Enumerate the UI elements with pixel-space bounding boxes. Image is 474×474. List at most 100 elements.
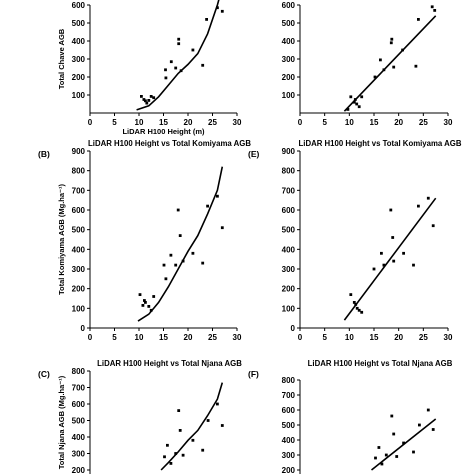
data-point <box>191 48 195 52</box>
x-tick-label: 10 <box>345 118 354 127</box>
y-tick-label: 400 <box>72 433 86 442</box>
data-point <box>390 414 394 418</box>
y-tick-label: 100 <box>282 304 296 313</box>
data-point <box>389 208 393 212</box>
data-point <box>380 462 384 466</box>
data-point <box>174 452 178 455</box>
data-point <box>144 301 147 304</box>
y-tick-label: 400 <box>282 245 296 254</box>
data-point <box>141 304 145 307</box>
data-point <box>147 99 151 102</box>
data-point <box>164 76 168 80</box>
panel-b-komiyama-power: 0 100 200 300 400 500 600 700 800 900 0 5 10 15 20 25 30… <box>38 139 251 342</box>
data-point <box>201 63 205 67</box>
data-point <box>412 450 415 454</box>
data-point <box>177 37 181 41</box>
y-tick-label: 500 <box>282 19 296 28</box>
data-point <box>417 204 420 208</box>
x-tick-label: 0 <box>88 333 93 342</box>
y-tick-label: 800 <box>282 167 296 176</box>
y-tick-label: 600 <box>282 406 296 415</box>
data-point <box>402 441 405 445</box>
data-point <box>431 224 435 228</box>
data-point <box>426 196 430 200</box>
chart-title: LiDAR H100 Height vs Total Njana AGB <box>308 359 453 368</box>
y-tick-label: 600 <box>72 1 86 10</box>
linear-fit-line <box>343 15 437 112</box>
data-point <box>380 251 383 255</box>
data-point <box>379 58 382 62</box>
x-tick-label: 30 <box>233 118 242 127</box>
data-point <box>433 9 437 12</box>
y-tick-label: 600 <box>282 1 296 10</box>
data-point <box>144 99 147 103</box>
y-tick-label: 100 <box>72 91 86 100</box>
x-tick-label: 15 <box>370 333 379 342</box>
x-tick-label: 10 <box>135 118 144 127</box>
data-point <box>426 408 430 412</box>
panel-label: (E) <box>248 149 260 159</box>
data-point <box>220 424 224 427</box>
data-point <box>354 303 358 306</box>
data-point <box>418 423 421 427</box>
y-tick-label: 600 <box>282 206 296 215</box>
y-tick-label: 500 <box>282 226 296 235</box>
data-point <box>373 75 377 79</box>
y-tick-label: 800 <box>282 376 296 385</box>
data-point <box>176 208 180 212</box>
data-point <box>392 65 396 69</box>
data-point <box>430 5 434 9</box>
x-tick-label: 20 <box>394 118 403 127</box>
data-point <box>357 105 361 109</box>
panel-e-komiyama-linear: 0 100 200 300 400 500 600 700 800 900 0 5 10 15 20 25 30… <box>248 139 462 342</box>
data-point <box>395 455 399 458</box>
data-point <box>382 263 386 267</box>
y-tick-label: 200 <box>72 466 86 474</box>
data-point <box>201 261 205 265</box>
y-tick-label: 600 <box>72 206 86 215</box>
chart-title: LiDAR H100 Height vs Total Komiyama AGB <box>299 139 462 148</box>
data-point <box>163 455 166 459</box>
data-point <box>392 432 396 436</box>
y-tick-label: 400 <box>72 245 86 254</box>
data-point <box>140 95 143 98</box>
data-point <box>384 453 388 457</box>
y-tick-label: 300 <box>72 265 86 274</box>
data-point <box>142 98 146 101</box>
data-point <box>412 263 415 267</box>
data-point <box>164 277 168 281</box>
x-tick-label: 5 <box>322 118 327 127</box>
data-point <box>174 66 178 70</box>
x-tick-label: 25 <box>419 118 428 127</box>
panel-label: (C) <box>38 369 50 379</box>
data-point <box>382 68 386 72</box>
y-tick-label: 600 <box>72 400 86 409</box>
y-tick-label: 200 <box>72 73 86 82</box>
data-point <box>389 41 393 45</box>
data-point <box>174 263 178 267</box>
data-point <box>431 428 435 431</box>
data-point <box>220 9 224 13</box>
x-tick-label: 0 <box>298 118 303 127</box>
y-tick-label: 900 <box>282 147 296 156</box>
data-point <box>349 95 353 99</box>
y-tick-label: 300 <box>282 451 296 460</box>
panel-d-chave-linear: 100 200 300 400 500 600 0 5 10 15 20 25 30 <box>282 1 453 127</box>
y-tick-label: 900 <box>72 147 86 156</box>
data-point <box>191 438 195 442</box>
data-point <box>346 108 350 111</box>
y-tick-label: 0 <box>81 324 86 333</box>
x-tick-label: 5 <box>112 118 117 127</box>
data-point <box>414 64 418 68</box>
data-point <box>417 18 420 21</box>
x-tick-label: 0 <box>298 333 303 342</box>
y-tick-label: 300 <box>282 55 296 64</box>
x-axis-label: LiDAR H100 Height (m) <box>122 127 205 136</box>
x-tick-label: 15 <box>370 118 379 127</box>
y-tick-label: 700 <box>282 186 296 195</box>
x-tick-label: 10 <box>135 333 144 342</box>
y-tick-label: 500 <box>72 417 86 426</box>
y-tick-label: 100 <box>282 91 296 100</box>
x-tick-label: 20 <box>184 118 193 127</box>
